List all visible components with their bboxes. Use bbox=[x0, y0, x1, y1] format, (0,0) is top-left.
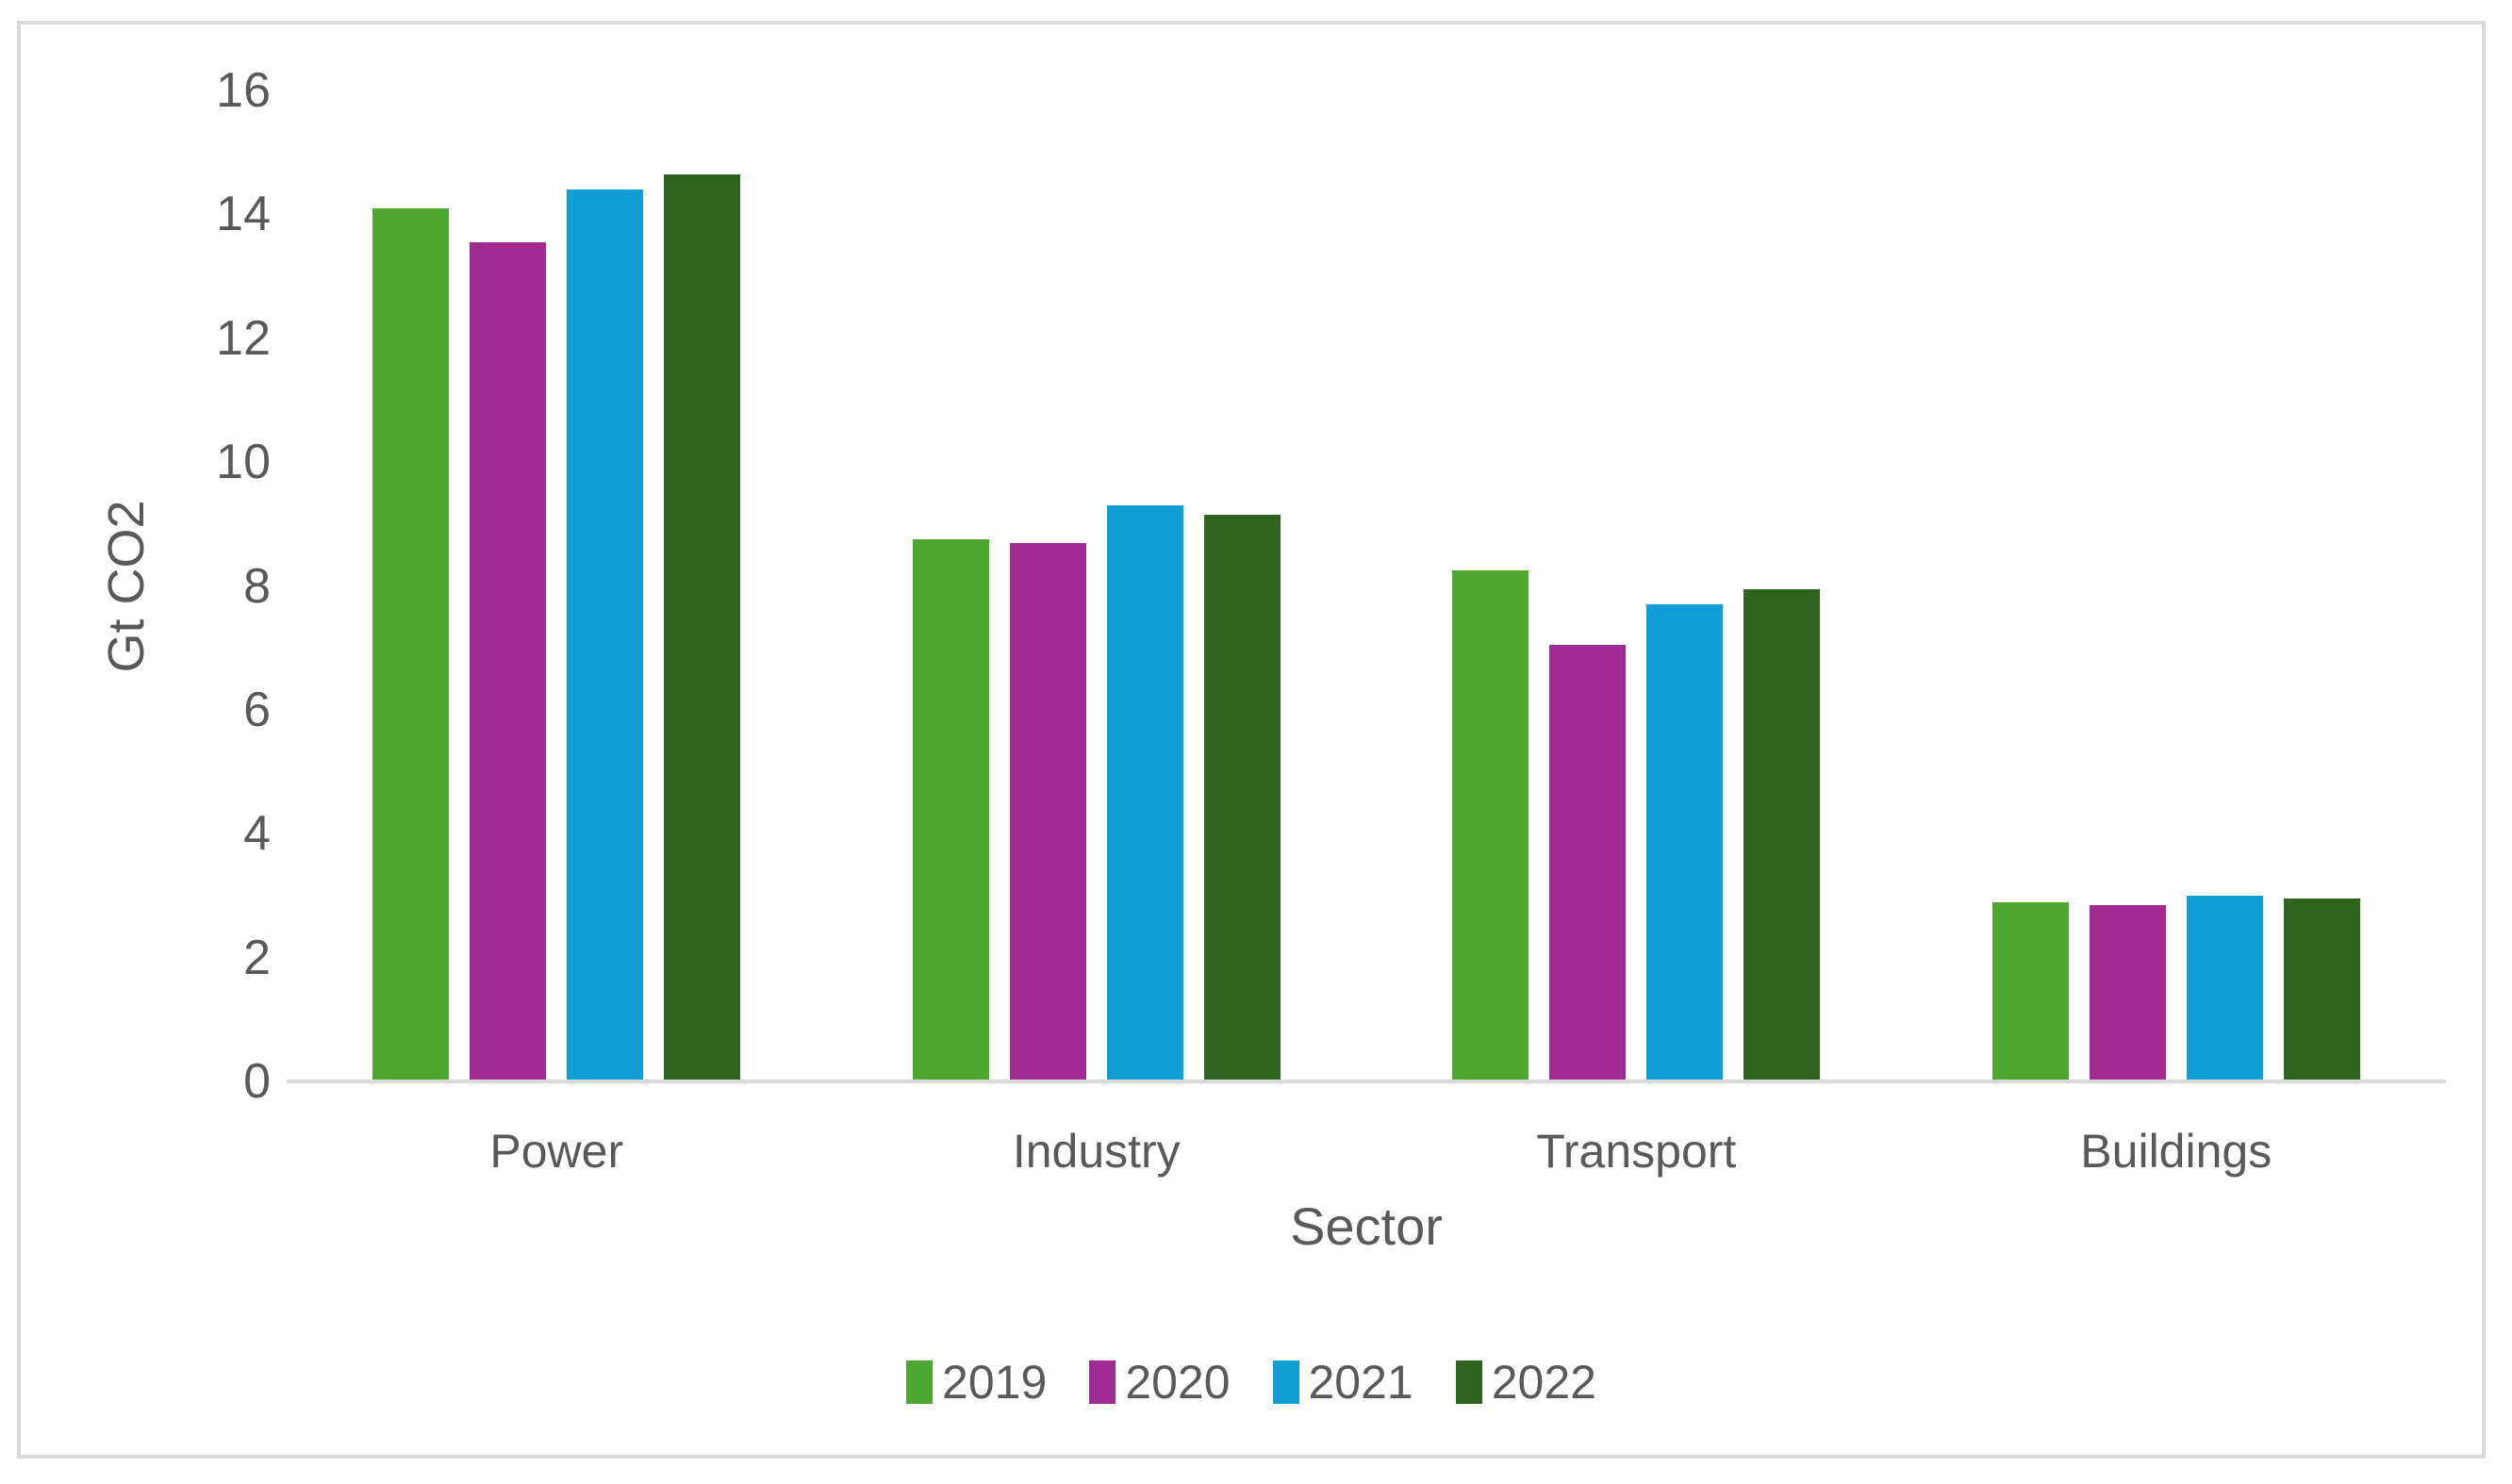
bar-2020-power bbox=[470, 241, 547, 1081]
bar-2022-buildings bbox=[2283, 899, 2360, 1081]
legend-label-2020: 2020 bbox=[1125, 1356, 1231, 1409]
legend-label-2021: 2021 bbox=[1308, 1356, 1413, 1409]
bar-2019-power bbox=[372, 207, 450, 1081]
y-tick-label-10: 10 bbox=[216, 435, 271, 490]
y-tick-label-0: 0 bbox=[243, 1054, 271, 1109]
legend-item-2020: 2020 bbox=[1089, 1356, 1231, 1409]
legend-swatch-2022 bbox=[1455, 1360, 1482, 1404]
category-label-industry: Industry bbox=[1012, 1125, 1181, 1178]
bar-2022-transport bbox=[1744, 588, 1821, 1081]
legend-label-2022: 2022 bbox=[1491, 1356, 1596, 1409]
bar-2021-power bbox=[567, 190, 644, 1081]
legend-swatch-2021 bbox=[1272, 1360, 1299, 1404]
bar-2019-industry bbox=[912, 539, 989, 1081]
legend-item-2021: 2021 bbox=[1272, 1356, 1413, 1409]
bar-2020-transport bbox=[1549, 644, 1627, 1081]
x-axis-title: Sector bbox=[1290, 1196, 1443, 1256]
bar-2019-transport bbox=[1452, 570, 1529, 1081]
y-tick-label-16: 16 bbox=[216, 63, 271, 118]
y-tick-label-14: 14 bbox=[216, 187, 271, 242]
legend-item-2022: 2022 bbox=[1455, 1356, 1596, 1409]
y-tick-label-12: 12 bbox=[216, 310, 271, 366]
x-axis-line bbox=[287, 1080, 2446, 1083]
category-label-transport: Transport bbox=[1536, 1125, 1737, 1178]
y-tick-label-8: 8 bbox=[243, 558, 271, 614]
y-tick-label-2: 2 bbox=[243, 930, 271, 985]
y-axis-title: Gt CO2 bbox=[98, 499, 155, 673]
legend: 2019 2020 2021 2022 bbox=[21, 1359, 2482, 1406]
legend-label-2019: 2019 bbox=[942, 1356, 1048, 1409]
bar-2019-buildings bbox=[1991, 901, 2069, 1081]
bar-2022-industry bbox=[1203, 514, 1281, 1081]
chart-frame: 0 2 4 6 8 10 12 14 16 Power Industry Transport Buil… bbox=[17, 21, 2486, 1459]
legend-swatch-2019 bbox=[906, 1360, 934, 1404]
category-label-power: Power bbox=[489, 1125, 624, 1178]
category-label-buildings: Buildings bbox=[2080, 1125, 2272, 1178]
bar-2021-transport bbox=[1646, 604, 1724, 1081]
y-tick-label-4: 4 bbox=[243, 806, 271, 862]
legend-swatch-2020 bbox=[1089, 1360, 1116, 1404]
legend-item-2019: 2019 bbox=[906, 1359, 1047, 1406]
bar-2020-buildings bbox=[2089, 904, 2166, 1081]
bar-2022-power bbox=[664, 173, 741, 1081]
bar-2021-buildings bbox=[2186, 895, 2263, 1081]
bar-2021-industry bbox=[1106, 505, 1183, 1081]
bar-2020-industry bbox=[1009, 542, 1086, 1081]
y-tick-label-6: 6 bbox=[243, 682, 271, 737]
